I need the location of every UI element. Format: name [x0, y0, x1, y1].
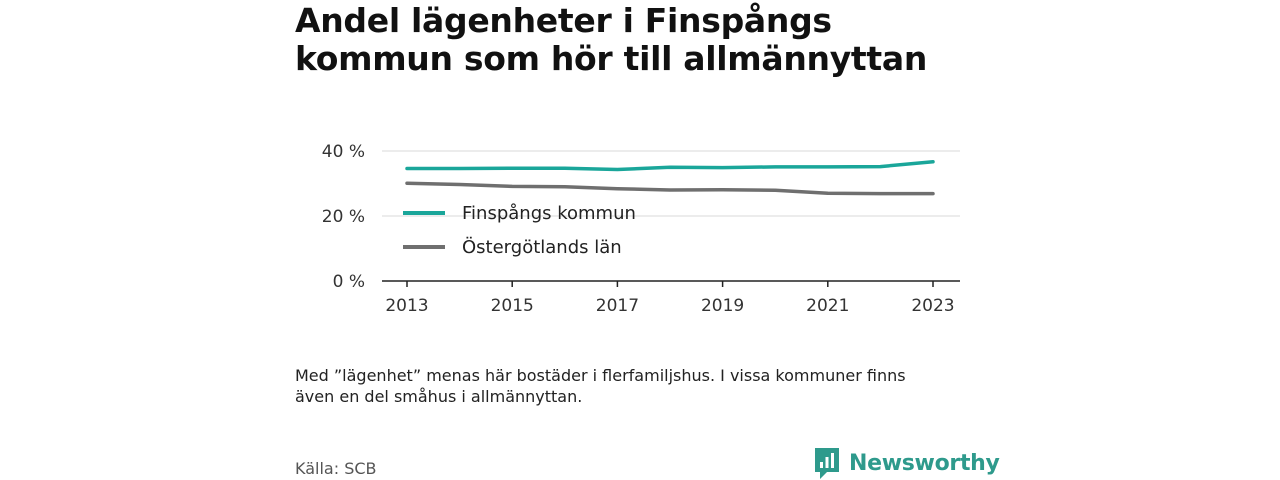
- series-line: [405, 159, 935, 172]
- x-tick-label: 2021: [806, 296, 849, 316]
- chart-note-line-1: Med ”lägenhet” menas här bostäder i fler…: [295, 366, 906, 385]
- newsworthy-logo: Newsworthy: [813, 446, 1000, 480]
- bar-chart-speech-bubble-icon: [815, 448, 839, 479]
- x-tick-label: 2013: [385, 296, 428, 316]
- x-tick-label: 2019: [701, 296, 744, 316]
- chart-note-line-2: även en del småhus i allmännyttan.: [295, 387, 583, 406]
- y-tick-label: 40 %: [322, 142, 365, 162]
- legend-label: Östergötlands län: [462, 236, 622, 258]
- series-line: [405, 181, 935, 196]
- chart-note: Med ”lägenhet” menas här bostäder i fler…: [295, 365, 985, 407]
- y-tick-label: 20 %: [322, 207, 365, 227]
- chart-title-line-2: kommun som hör till allmännyttan: [295, 39, 928, 78]
- brand-name: Newsworthy: [849, 450, 1000, 476]
- source-label: Källa: SCB: [295, 459, 377, 478]
- chart-title-line-1: Andel lägenheter i Finspångs: [295, 1, 832, 40]
- legend-label: Finspångs kommun: [462, 203, 636, 224]
- line-chart-svg: 0 % 20 % 40 % 2013 2015 2017 2019 2021 2023 Finsp…: [322, 142, 960, 316]
- line-chart: 0 % 20 % 40 % 2013 2015 2017 2019 2021 2023 Finsp…: [295, 130, 975, 330]
- x-tick-label: 2023: [911, 296, 954, 316]
- chart-title: Andel lägenheter i Finspångs kommun som …: [295, 2, 995, 78]
- x-tick-label: 2017: [596, 296, 639, 316]
- y-tick-label: 0 %: [333, 272, 365, 292]
- x-tick-label: 2015: [491, 296, 534, 316]
